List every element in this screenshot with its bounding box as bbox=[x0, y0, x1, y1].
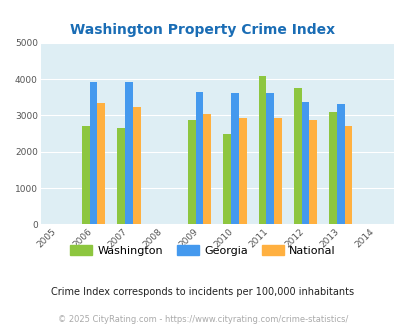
Text: Washington Property Crime Index: Washington Property Crime Index bbox=[70, 23, 335, 37]
Bar bbox=[328, 112, 336, 224]
Bar bbox=[301, 102, 309, 224]
Bar bbox=[238, 118, 246, 224]
Bar bbox=[82, 126, 90, 224]
Bar bbox=[258, 76, 266, 224]
Bar bbox=[188, 120, 195, 224]
Bar bbox=[266, 93, 273, 224]
Bar bbox=[117, 128, 125, 224]
Bar bbox=[223, 134, 230, 224]
Bar bbox=[344, 126, 352, 224]
Text: Crime Index corresponds to incidents per 100,000 inhabitants: Crime Index corresponds to incidents per… bbox=[51, 287, 354, 297]
Bar bbox=[309, 120, 316, 224]
Bar bbox=[125, 82, 132, 224]
Legend: Washington, Georgia, National: Washington, Georgia, National bbox=[65, 241, 340, 260]
Text: © 2025 CityRating.com - https://www.cityrating.com/crime-statistics/: © 2025 CityRating.com - https://www.city… bbox=[58, 315, 347, 324]
Bar bbox=[273, 118, 281, 224]
Bar bbox=[336, 104, 344, 224]
Bar bbox=[293, 88, 301, 224]
Bar bbox=[230, 93, 238, 224]
Bar bbox=[90, 82, 97, 224]
Bar bbox=[195, 91, 203, 224]
Bar bbox=[203, 115, 211, 224]
Bar bbox=[97, 103, 105, 224]
Bar bbox=[132, 107, 140, 224]
